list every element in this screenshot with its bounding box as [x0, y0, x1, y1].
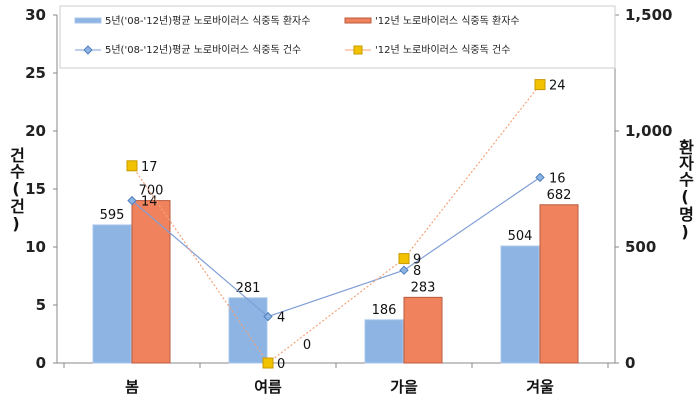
left-tick-label: 5 — [36, 296, 46, 314]
line-data-label: 14 — [141, 195, 158, 210]
category-label: 여름 — [254, 378, 282, 396]
bar-2012-patients — [403, 296, 443, 364]
legend-label: 5년('08-'12년)평균 노로바이러스 식중독 환자수 — [105, 15, 310, 27]
right-tick-label: 500 — [625, 238, 656, 256]
legend-swatch — [74, 17, 102, 24]
left-tick-label: 20 — [25, 122, 46, 140]
right-tick-label: 1,000 — [625, 122, 672, 140]
line-data-label: 17 — [141, 160, 158, 175]
left-tick-label: 10 — [25, 238, 46, 256]
bar-data-label: 186 — [372, 303, 397, 318]
category-label: 가을 — [390, 378, 418, 396]
line-data-label: 16 — [549, 171, 566, 186]
right-tick-label: 0 — [625, 354, 635, 372]
bar-data-label: 0 — [303, 338, 311, 353]
category-label: 겨울 — [526, 378, 554, 396]
legend-label: 5년('08-'12년)평균 노로바이러스 식중독 건수 — [105, 44, 301, 56]
line-data-label: 24 — [549, 79, 566, 94]
legend-square-icon — [353, 45, 363, 55]
right-tick-label: 1,500 — [625, 6, 672, 24]
legend-label: '12년 노로바이러스 식중독 건수 — [375, 44, 510, 56]
legend-swatch — [344, 17, 372, 24]
bar-data-label: 595 — [100, 208, 125, 223]
square-marker — [398, 253, 410, 265]
bar-2012-patients — [131, 200, 171, 364]
right-axis-title: 환자수(명) — [676, 139, 695, 241]
bar-data-label: 283 — [411, 280, 436, 295]
legend-diamond-icon — [83, 45, 93, 55]
bar-data-label: 682 — [547, 188, 572, 203]
line-data-label: 8 — [413, 264, 421, 279]
left-tick-label: 15 — [25, 180, 46, 198]
left-tick-label: 0 — [36, 354, 46, 372]
line-data-label: 9 — [413, 253, 421, 268]
bar-avg-patients — [500, 245, 540, 364]
square-marker — [262, 357, 274, 369]
bar-data-label: 700 — [139, 184, 164, 199]
diamond-marker — [535, 172, 545, 183]
line-data-label: 0 — [277, 357, 285, 372]
left-tick-label: 25 — [25, 64, 46, 82]
legend-box — [59, 5, 616, 69]
category-label: 봄 — [125, 378, 139, 396]
legend-label: '12년 노로바이러스 식중독 환자수 — [375, 15, 520, 27]
diamond-marker — [127, 195, 137, 206]
left-axis-title: 건수(건) — [7, 147, 26, 233]
bar-avg-patients — [364, 319, 404, 364]
line-data-label: 4 — [277, 311, 285, 326]
diamond-marker — [399, 265, 409, 275]
bar-avg-patients — [228, 297, 268, 364]
line-avg-cases — [131, 176, 541, 318]
square-marker — [534, 79, 546, 91]
line-2012-cases — [131, 84, 541, 364]
bar-2012-patients — [539, 204, 579, 364]
square-marker — [126, 160, 138, 172]
bar-data-label: 281 — [236, 281, 261, 296]
bar-data-label: 504 — [508, 229, 533, 244]
diamond-marker — [263, 311, 273, 322]
bar-avg-patients — [92, 224, 132, 364]
left-tick-label: 30 — [25, 6, 46, 24]
